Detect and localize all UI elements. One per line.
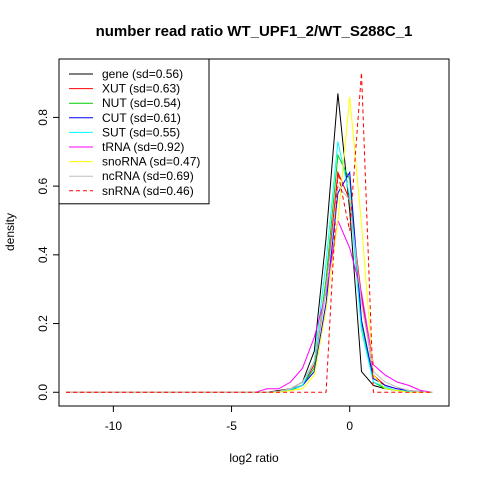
legend-entry: snRNA (sd=0.46)	[102, 184, 194, 198]
chart-title: number read ratio WT_UPF1_2/WT_S288C_1	[96, 23, 413, 40]
y-tick-label: 0.4	[36, 246, 50, 263]
legend-entry: ncRNA (sd=0.69)	[102, 169, 194, 183]
y-axis-label: density	[3, 213, 17, 251]
x-axis-label: log2 ratio	[229, 451, 279, 465]
legend-entry: XUT (sd=0.63)	[102, 82, 180, 96]
series-line	[66, 141, 433, 393]
plot-frame	[58, 58, 450, 407]
legend-entry: NUT (sd=0.54)	[102, 96, 181, 110]
series-line	[66, 184, 433, 393]
legend-entry: SUT (sd=0.55)	[102, 125, 180, 139]
y-tick-label: 0.0	[36, 384, 50, 401]
legend: gene (sd=0.56)XUT (sd=0.63)NUT (sd=0.54)…	[58, 58, 210, 205]
series-layer	[66, 72, 433, 393]
x-axis: -10 -5 0	[105, 406, 353, 433]
y-tick-label: 0.6	[36, 177, 50, 194]
legend-entry: tRNA (sd=0.92)	[102, 140, 184, 154]
x-tick-label: -5	[226, 419, 237, 433]
legend-entry: CUT (sd=0.61)	[102, 111, 181, 125]
y-axis: 0.0 0.2 0.4 0.6 0.8	[36, 109, 59, 401]
legend-entry: gene (sd=0.56)	[102, 67, 183, 81]
x-tick-label: 0	[346, 419, 353, 433]
x-tick-label: -10	[105, 419, 123, 433]
legend-box	[58, 58, 210, 205]
y-tick-label: 0.2	[36, 315, 50, 332]
y-tick-label: 0.8	[36, 109, 50, 126]
legend-entry: snoRNA (sd=0.47)	[102, 155, 200, 169]
series-line	[66, 96, 433, 393]
series-line	[66, 72, 433, 393]
